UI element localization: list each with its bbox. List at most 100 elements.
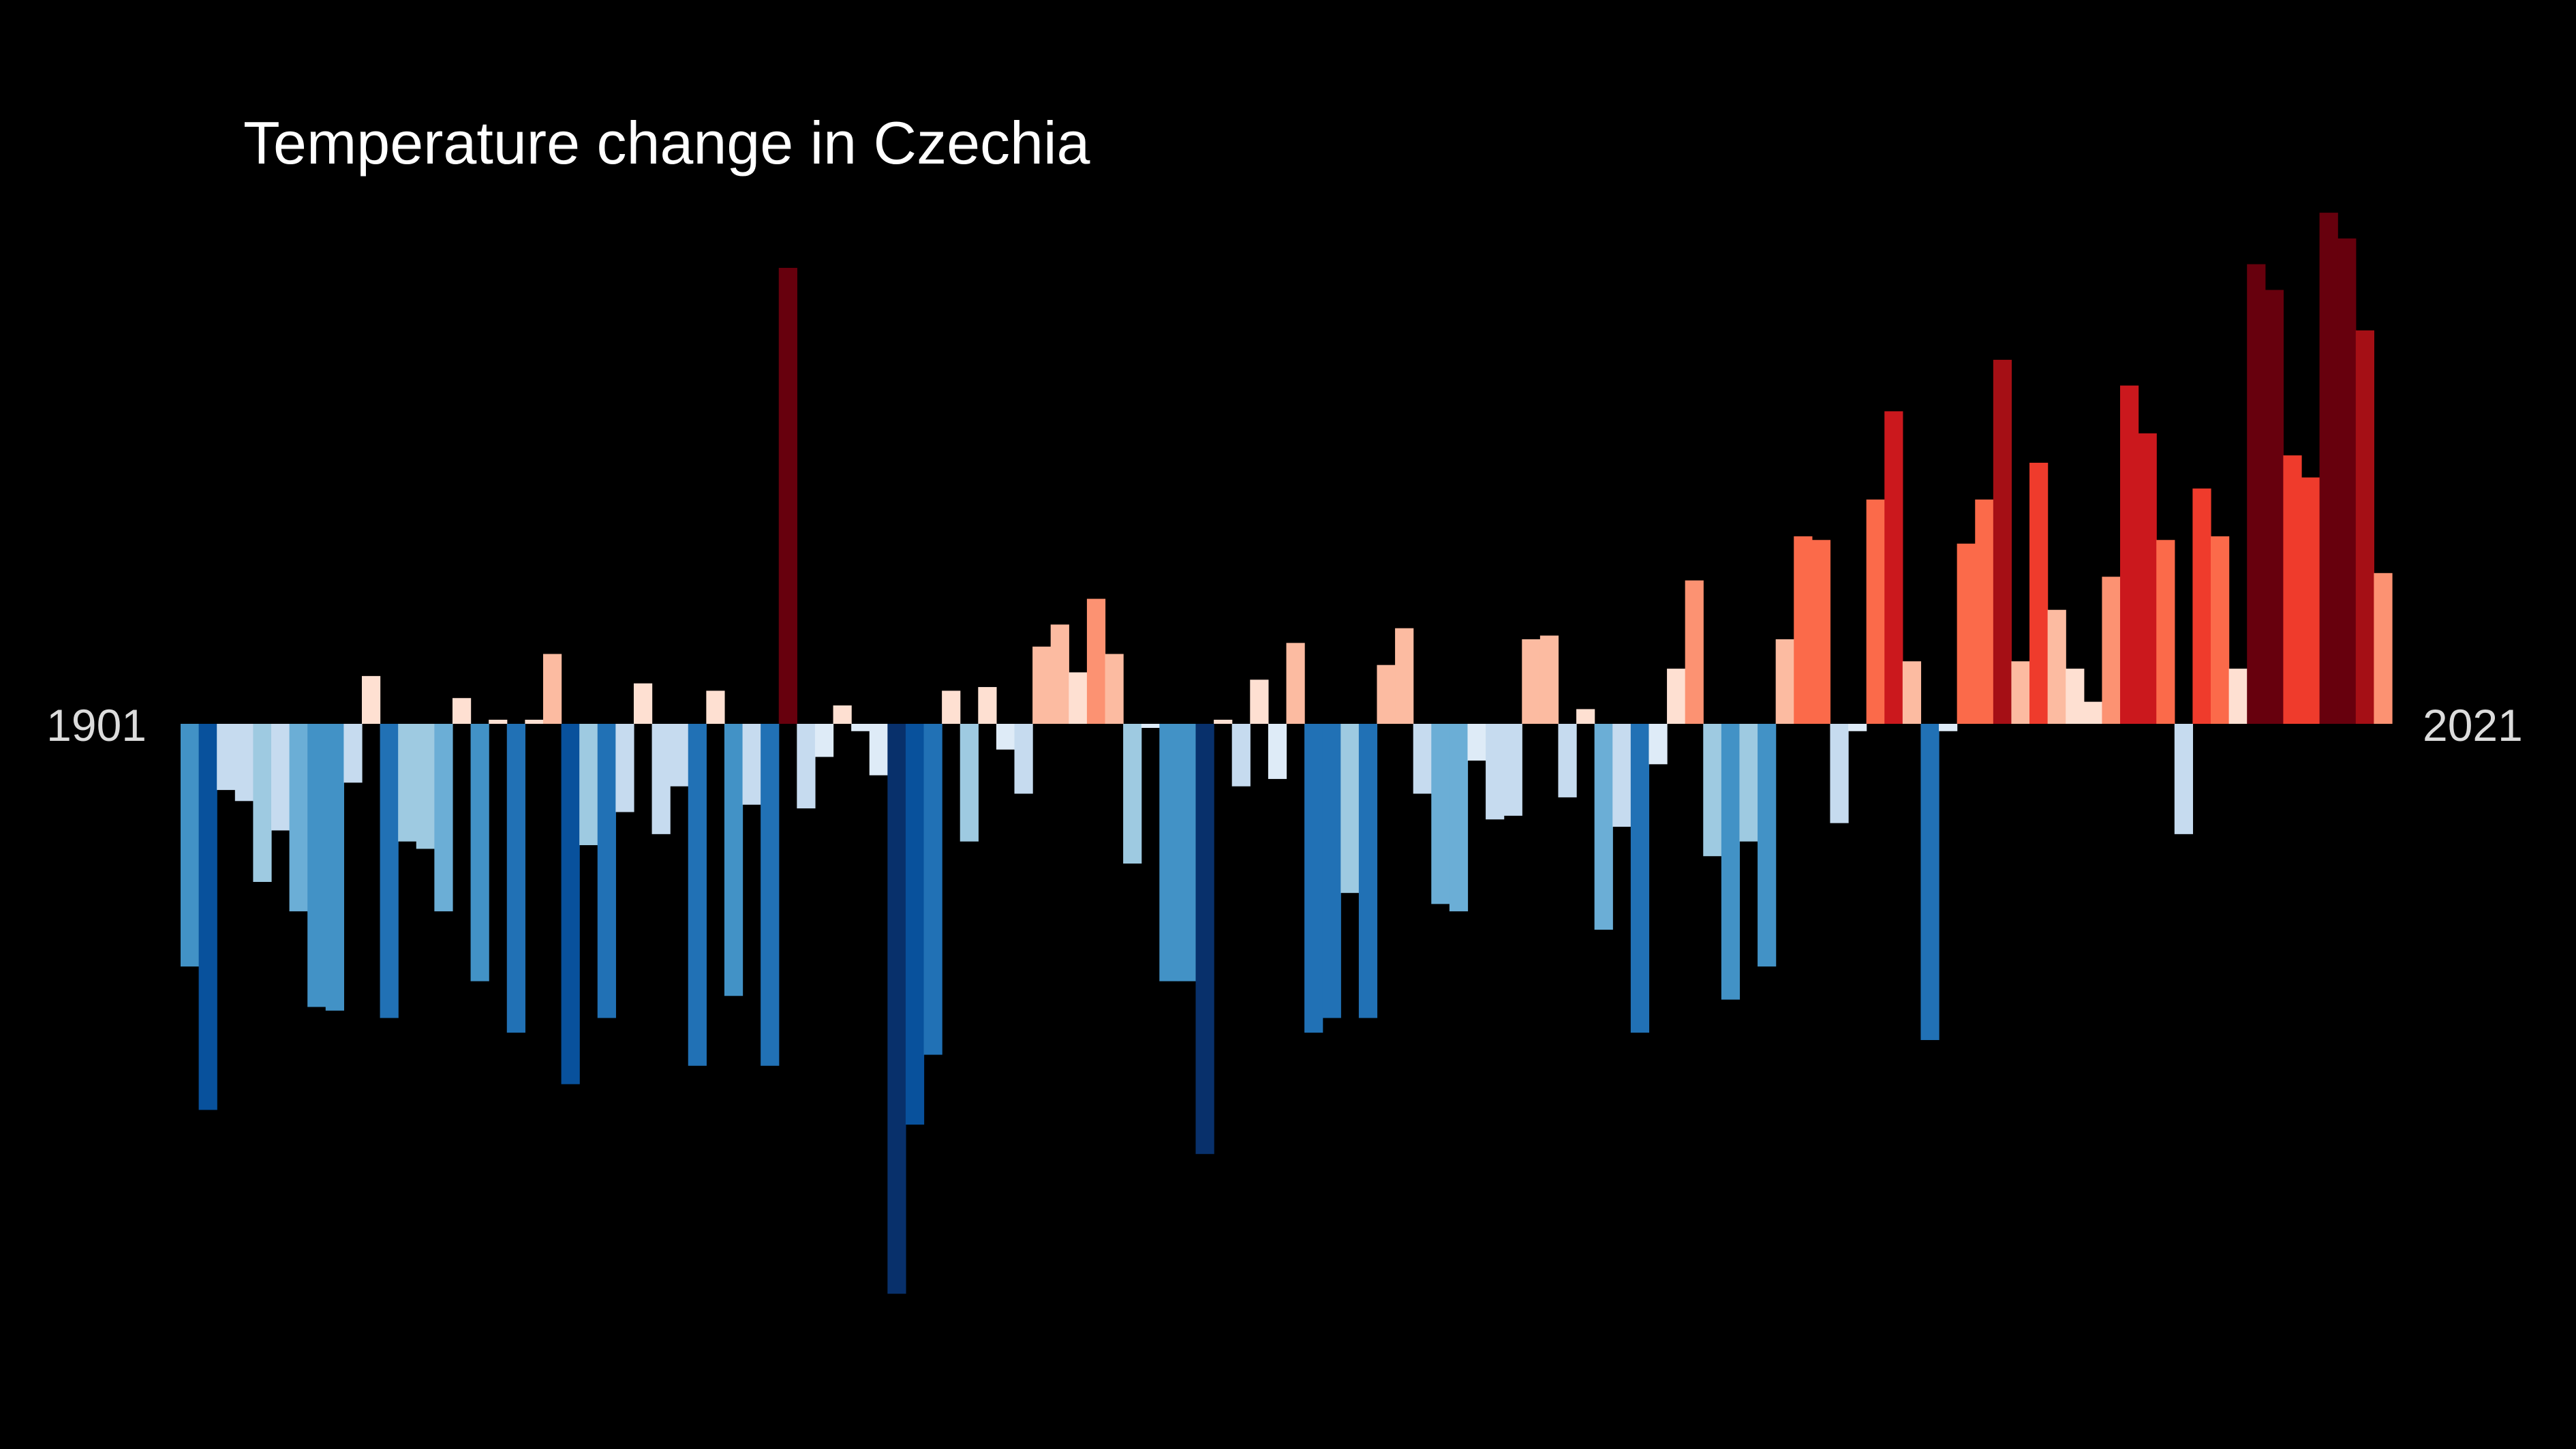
bar-1954 bbox=[1141, 724, 1160, 728]
bar-1975 bbox=[1522, 639, 1541, 724]
bar-1998 bbox=[1939, 724, 1958, 731]
bar-1959 bbox=[1231, 724, 1251, 787]
bar-2002 bbox=[2011, 661, 2030, 724]
bar-1932 bbox=[742, 724, 761, 805]
bar-1951 bbox=[1086, 598, 1106, 724]
bar-2017 bbox=[2283, 455, 2302, 724]
bar-1908 bbox=[307, 724, 326, 1007]
bar-2004 bbox=[2047, 609, 2066, 724]
bar-1983 bbox=[1667, 669, 1686, 724]
bar-1943 bbox=[942, 690, 961, 724]
bar-1936 bbox=[814, 724, 834, 757]
bar-2019 bbox=[2319, 213, 2338, 724]
bar-1909 bbox=[325, 724, 344, 1011]
bar-1917 bbox=[470, 724, 489, 981]
bar-1949 bbox=[1050, 624, 1069, 724]
bar-1929 bbox=[688, 724, 707, 1066]
bar-1918 bbox=[489, 720, 508, 724]
bar-2009 bbox=[2138, 433, 2157, 724]
bar-1996 bbox=[1902, 661, 1922, 724]
bar-1916 bbox=[452, 698, 472, 724]
chart-title: Temperature change in Czechia bbox=[243, 109, 1090, 177]
bar-1924 bbox=[597, 724, 616, 1018]
bar-2005 bbox=[2066, 669, 2085, 724]
bar-1971 bbox=[1449, 724, 1469, 912]
bar-1992 bbox=[1830, 724, 1849, 823]
bar-1958 bbox=[1214, 720, 1233, 724]
bar-2012 bbox=[2192, 488, 2211, 724]
bar-1921 bbox=[542, 654, 562, 724]
bar-1970 bbox=[1431, 724, 1450, 904]
bar-1993 bbox=[1848, 724, 1867, 731]
bar-2003 bbox=[2029, 462, 2049, 724]
bar-1973 bbox=[1486, 724, 1505, 820]
bar-1981 bbox=[1630, 724, 1650, 1033]
bar-1982 bbox=[1649, 724, 1668, 765]
bar-1948 bbox=[1032, 646, 1052, 724]
bar-1974 bbox=[1503, 724, 1522, 816]
bar-2015 bbox=[2247, 264, 2266, 724]
bar-1985 bbox=[1703, 724, 1722, 857]
bar-1928 bbox=[670, 724, 689, 787]
bar-1904 bbox=[234, 724, 254, 802]
bar-1919 bbox=[506, 724, 525, 1033]
bar-1956 bbox=[1177, 724, 1197, 981]
end-year-label: 2021 bbox=[2423, 700, 2523, 750]
bar-1988 bbox=[1758, 724, 1777, 967]
bar-1999 bbox=[1957, 543, 1976, 724]
bar-1911 bbox=[361, 675, 381, 724]
bar-1903 bbox=[217, 724, 236, 791]
start-year-label: 1901 bbox=[46, 700, 147, 750]
bar-1938 bbox=[851, 724, 870, 731]
bar-1967 bbox=[1377, 665, 1396, 724]
bar-1976 bbox=[1539, 635, 1559, 724]
bar-1960 bbox=[1250, 680, 1269, 724]
bar-1990 bbox=[1794, 536, 1813, 724]
bar-1994 bbox=[1866, 499, 1885, 724]
bar-1940 bbox=[887, 724, 906, 1294]
bar-1920 bbox=[525, 720, 544, 724]
bar-1906 bbox=[271, 724, 290, 831]
bar-1927 bbox=[651, 724, 671, 834]
bar-1984 bbox=[1685, 580, 1704, 724]
bar-2011 bbox=[2174, 724, 2194, 834]
bar-1978 bbox=[1576, 709, 1595, 724]
bar-1966 bbox=[1358, 724, 1378, 1018]
bar-1957 bbox=[1195, 724, 1214, 1155]
bar-1930 bbox=[706, 690, 725, 724]
bar-1931 bbox=[724, 724, 743, 996]
bar-2016 bbox=[2265, 290, 2284, 724]
bar-1986 bbox=[1721, 724, 1741, 1000]
bar-2006 bbox=[2083, 701, 2103, 724]
bar-1946 bbox=[996, 724, 1015, 750]
bar-1945 bbox=[978, 687, 997, 724]
bar-1964 bbox=[1322, 724, 1341, 1018]
bar-1926 bbox=[633, 683, 653, 724]
bar-1969 bbox=[1413, 724, 1432, 794]
bar-1912 bbox=[380, 724, 399, 1018]
bar-1922 bbox=[561, 724, 580, 1084]
bar-1937 bbox=[833, 705, 852, 724]
bar-1915 bbox=[434, 724, 453, 912]
bar-1913 bbox=[398, 724, 417, 842]
bars-group bbox=[181, 213, 2393, 1294]
bar-1987 bbox=[1739, 724, 1758, 842]
bar-1961 bbox=[1268, 724, 1287, 779]
bar-1907 bbox=[289, 724, 308, 912]
bar-1980 bbox=[1612, 724, 1631, 827]
bar-2014 bbox=[2228, 669, 2248, 724]
bar-1905 bbox=[253, 724, 272, 882]
bar-1933 bbox=[761, 724, 780, 1066]
bar-1944 bbox=[960, 724, 979, 842]
bar-1939 bbox=[869, 724, 888, 776]
bar-2001 bbox=[1993, 359, 2012, 724]
bar-1901 bbox=[181, 724, 200, 967]
bar-1979 bbox=[1594, 724, 1613, 930]
bar-2008 bbox=[2120, 385, 2139, 724]
bar-1995 bbox=[1884, 411, 1903, 724]
bar-2013 bbox=[2211, 536, 2230, 724]
bar-1953 bbox=[1123, 724, 1142, 864]
bar-2022 bbox=[2374, 573, 2393, 724]
bar-1950 bbox=[1069, 672, 1088, 724]
bar-2018 bbox=[2301, 477, 2320, 724]
